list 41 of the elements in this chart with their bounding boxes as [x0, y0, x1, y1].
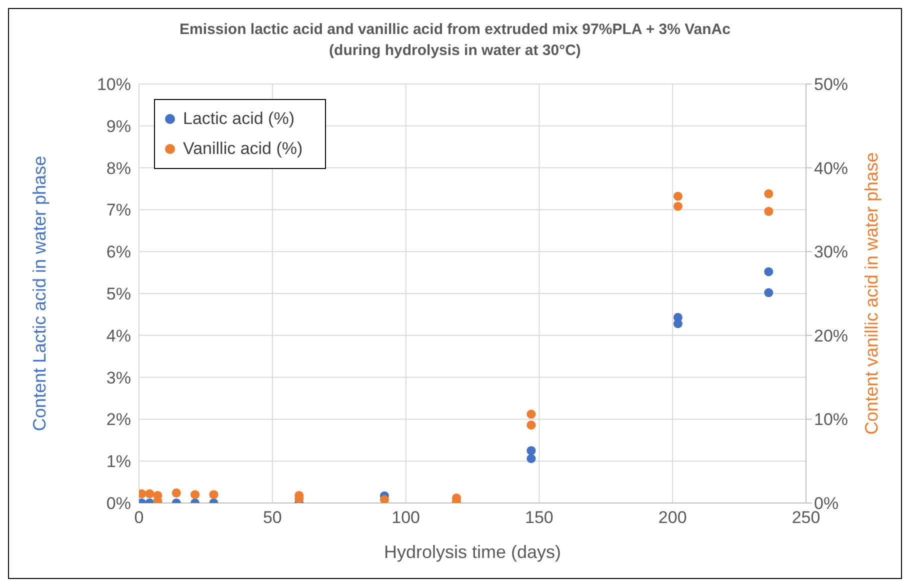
point — [145, 489, 154, 498]
point — [673, 192, 682, 201]
x-tick-label: 50 — [262, 508, 282, 528]
y2-tick-label: 20% — [814, 326, 848, 346]
x-axis-title: Hydrolysis time (days) — [384, 542, 562, 562]
y-tick-label: 1% — [106, 452, 131, 472]
y-tick-label: 6% — [106, 242, 131, 262]
y2-tick-label: 10% — [814, 410, 848, 430]
point — [764, 206, 774, 216]
point — [673, 202, 682, 211]
point — [209, 490, 218, 500]
x-tick-label: 250 — [792, 508, 820, 528]
point — [190, 490, 200, 500]
y-tick-label: 0% — [106, 494, 131, 514]
point — [172, 488, 181, 498]
y-axis-title: Content Lactic acid in water phase — [29, 156, 50, 432]
y-tick-label: 4% — [106, 326, 131, 346]
point — [380, 495, 389, 503]
point — [764, 189, 774, 198]
y-tick-label: 2% — [106, 410, 131, 430]
y2-tick-label: 50% — [814, 75, 848, 94]
y-tick-label: 8% — [106, 158, 131, 178]
y2-tick-label: 30% — [814, 242, 848, 262]
point — [526, 410, 536, 419]
x-tick-label: 150 — [525, 508, 554, 528]
legend-label: Vanillic acid (%) — [183, 138, 303, 160]
x-tick-label: 200 — [658, 508, 687, 528]
y-tick-label: 5% — [106, 284, 131, 304]
point — [526, 420, 536, 430]
y-tick-label: 7% — [106, 200, 131, 220]
y2-tick-label: 40% — [814, 158, 848, 178]
point — [764, 267, 774, 276]
y-tick-label: 3% — [106, 368, 131, 388]
y-tick-label: 9% — [106, 116, 131, 136]
y2-axis-title: Content vanillic acid in water phase — [861, 152, 882, 435]
x-tick-label: 100 — [392, 508, 420, 528]
point — [764, 288, 774, 298]
y-tick-label: 10% — [96, 75, 131, 94]
x-tick-label: 0 — [134, 508, 144, 528]
chart-title: Emission lactic acid and vanillic acid from extruded mix 97%PLA + 3% VanAc (during hydrolysis in water at 30°C) — [178, 20, 732, 61]
legend-label: Lactic acid (%) — [183, 108, 294, 130]
